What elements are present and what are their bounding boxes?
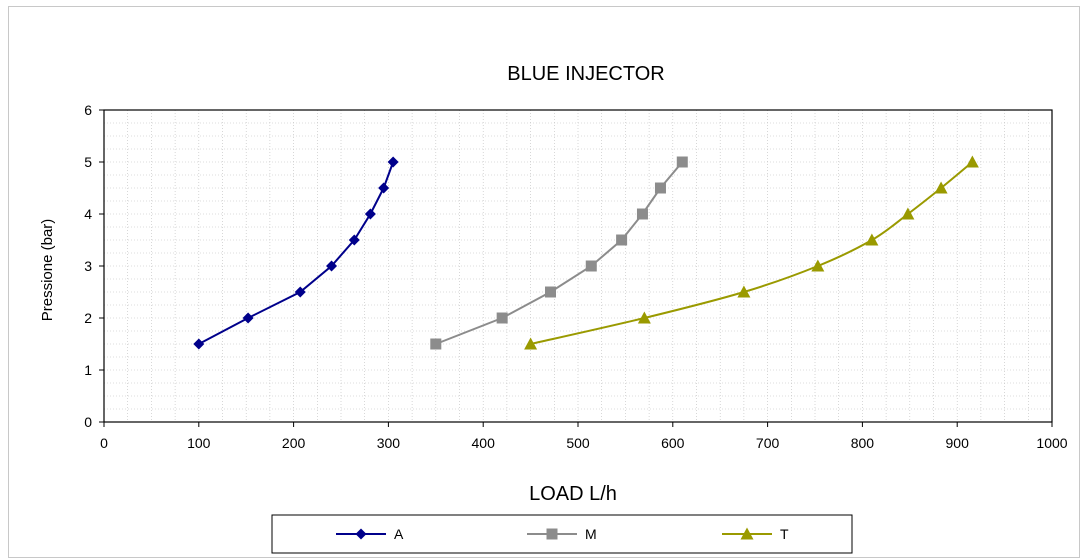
x-axis-ticks: 0 100 200 300 400 500 600 700 800 900 1000 [100,422,1068,451]
x-tick-label: 0 [100,435,108,451]
data-point-M [676,156,688,168]
x-tick-label: 700 [756,435,780,451]
series-T [524,155,979,350]
x-tick-label: 300 [377,435,401,451]
chart-frame [8,6,1080,558]
data-point-T [934,181,948,194]
legend-label-A: A [394,526,404,542]
legend-marker-A [355,528,367,540]
data-point-A [364,208,376,220]
y-tick-label: 6 [84,102,92,118]
data-point-M [545,286,557,298]
data-point-T [965,155,979,168]
data-point-M [654,182,666,194]
y-axis-ticks: 0 1 2 3 4 5 6 [84,102,104,430]
data-point-T [901,207,915,220]
y-tick-label: 0 [84,414,92,430]
x-axis-label: LOAD L/h [529,483,617,505]
x-tick-label: 400 [472,435,496,451]
y-tick-label: 3 [84,258,92,274]
legend-marker-T [740,527,754,540]
x-tick-label: 200 [282,435,306,451]
series-A [193,156,399,350]
data-point-A [348,234,360,246]
data-point-T [637,311,651,324]
legend-marker-M [546,528,558,540]
data-point-A [193,338,205,350]
data-point-A [242,312,254,324]
x-tick-label: 500 [566,435,590,451]
data-point-M [430,338,442,350]
data-point-T [865,233,879,246]
data-point-T [737,285,751,298]
x-tick-label: 1000 [1036,435,1067,451]
x-tick-label: 800 [851,435,875,451]
data-point-A [378,182,390,194]
data-point-T [811,259,825,272]
x-tick-label: 900 [946,435,970,451]
y-tick-label: 2 [84,310,92,326]
legend-label-T: T [780,526,789,542]
y-tick-label: 1 [84,362,92,378]
chart-title: BLUE INJECTOR [507,63,664,85]
data-point-A [387,156,399,168]
legend-label-M: M [585,526,597,542]
y-tick-label: 4 [84,206,92,222]
data-point-M [496,312,508,324]
series-line-A [198,161,395,345]
x-tick-label: 100 [187,435,211,451]
data-point-M [585,260,597,272]
data-point-A [326,260,338,272]
y-axis-label: Pressione (bar) [39,219,56,322]
data-point-A [294,286,306,298]
gridlines [104,110,1052,422]
data-point-T [524,337,538,350]
y-tick-label: 5 [84,154,92,170]
data-point-M [636,208,648,220]
x-tick-label: 600 [661,435,685,451]
series-group [193,155,979,350]
data-point-M [616,234,628,246]
series-M [430,156,688,350]
